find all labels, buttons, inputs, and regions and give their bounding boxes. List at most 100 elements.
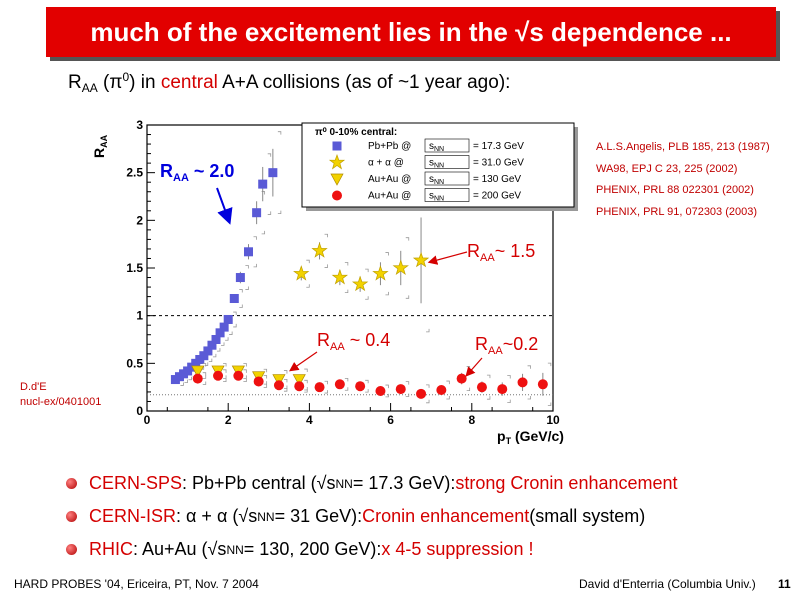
footer-author: David d'Enterria (Columbia Univ.)	[579, 577, 756, 591]
bullet-dot-icon	[66, 544, 77, 555]
data-point	[292, 374, 306, 387]
y-tick-label: 2.5	[126, 166, 143, 180]
bullet-term: CERN-ISR	[89, 506, 177, 526]
data-point	[235, 273, 245, 283]
subtitle-close: ) in	[129, 72, 161, 93]
systematic-bracket	[324, 380, 328, 394]
annotation-arrow	[427, 251, 468, 265]
annotation-arrow	[216, 187, 233, 225]
systematic-bracket	[263, 368, 268, 385]
systematic-bracket	[365, 379, 369, 393]
systematic-bracket	[385, 384, 389, 398]
data-point	[314, 382, 325, 393]
annotation-arrow	[289, 351, 318, 372]
annotation-text: RAA~0.2	[475, 334, 538, 357]
systematic-bracket	[253, 236, 257, 268]
data-point	[355, 381, 366, 392]
data-point	[351, 275, 369, 292]
reference-item: A.L.S.Angelis, PLB 185, 213 (1987)	[596, 141, 770, 153]
systematic-bracket	[405, 237, 410, 299]
legend-sqrt-sub: NN	[434, 196, 444, 203]
y-tick-label: 0.5	[126, 356, 143, 370]
systematic-bracket	[344, 377, 349, 391]
bullet-term: CERN-SPS	[89, 473, 183, 493]
reference-item: PHENIX, PRL 88 022301 (2002)	[596, 184, 754, 196]
data-point	[199, 351, 209, 361]
reference-item: PHENIX, PRL 91, 072303 (2003)	[596, 205, 758, 218]
data-point	[229, 294, 239, 304]
data-point	[334, 379, 345, 390]
annotation-text: RAA ~ 2.0	[160, 161, 234, 184]
data-point	[537, 379, 548, 390]
data-point	[273, 380, 284, 391]
systematic-bracket	[223, 363, 227, 379]
systematic-bracket	[365, 268, 369, 300]
y-tick-label: 3	[136, 118, 143, 132]
legend-sqrt-box	[424, 138, 470, 153]
annotation-rest: ~ 0.4	[345, 330, 391, 350]
legend-energy: = 31.0 GeV	[473, 158, 524, 169]
data-point	[244, 247, 253, 257]
data-point	[332, 141, 342, 151]
bullet-term: RHIC	[89, 539, 133, 559]
bullet-highlight: Cronin enhancement	[362, 506, 530, 526]
x-axis-label: pT (GeV/c)	[497, 428, 564, 446]
legend-energy: = 17.3 GeV	[473, 141, 524, 152]
x-tick-label: 10	[546, 413, 560, 427]
systematic-bracket	[486, 374, 491, 400]
annotation-rest: ~0.2	[503, 334, 539, 354]
data-point	[476, 382, 487, 393]
y-axis-label: RAA	[91, 134, 109, 158]
y-tick-label: 1	[136, 309, 143, 323]
legend-label: Au+Au @	[368, 191, 411, 202]
data-point	[223, 314, 233, 324]
x-tick-label: 2	[225, 413, 232, 427]
bullet-highlight: x 4-5 suppression !	[381, 539, 534, 559]
legend-energy: = 200 GeV	[473, 191, 521, 202]
data-point	[436, 385, 447, 396]
x-tick-label: 8	[468, 413, 475, 427]
data-point	[233, 370, 244, 381]
x-tick-label: 6	[387, 413, 394, 427]
systematic-bracket	[527, 365, 531, 400]
subtitle-pi-sup: 0	[122, 70, 130, 84]
systematic-bracket	[245, 265, 249, 290]
bullet-item-sps: CERN-SPS: Pb+Pb central (√s NN = 17.3 GeV…	[66, 467, 678, 500]
x-tick-label: 4	[306, 413, 313, 427]
data-point	[191, 365, 205, 378]
systematic-bracket	[202, 363, 207, 379]
data-point	[203, 346, 213, 356]
bullet-sub: NN	[257, 509, 275, 524]
data-point	[328, 153, 346, 170]
annotation-sub: AA	[480, 252, 495, 264]
systematic-bracket	[243, 363, 247, 379]
systematic-bracket	[547, 362, 552, 406]
annotation-arrow	[465, 357, 483, 377]
legend-energy: = 130 GeV	[473, 174, 521, 185]
systematic-bracket	[446, 380, 450, 400]
data-point	[211, 335, 221, 344]
bullet-sub: NN	[335, 476, 353, 491]
bullet-sub: NN	[226, 542, 244, 557]
systematic-bracket	[267, 153, 272, 215]
data-point	[392, 259, 409, 275]
series-circle	[192, 362, 552, 406]
data-point	[207, 340, 217, 350]
bullet-text: : Pb+Pb central (√s	[182, 473, 336, 493]
annotation-text: RAA~ 1.5	[467, 241, 535, 264]
annotation-sub: AA	[173, 172, 189, 184]
data-point	[252, 208, 262, 218]
bullet-dot-icon	[66, 478, 77, 489]
systematic-bracket	[344, 262, 349, 293]
bullet-item-isr: CERN-ISR: α + α (√s NN = 31 GeV): Cronin e…	[66, 500, 678, 533]
systematic-bracket	[306, 259, 310, 288]
systematic-bracket	[426, 384, 430, 404]
bullet-highlight: strong Cronin enhancement	[455, 473, 678, 493]
series-square	[170, 131, 282, 386]
references-list: A.L.S.Angelis, PLB 185, 213 (1987) WA98,…	[596, 137, 770, 223]
annotation-sub: AA	[330, 341, 345, 353]
legend-sqrt-box	[424, 188, 470, 202]
systematic-bracket	[233, 311, 237, 328]
